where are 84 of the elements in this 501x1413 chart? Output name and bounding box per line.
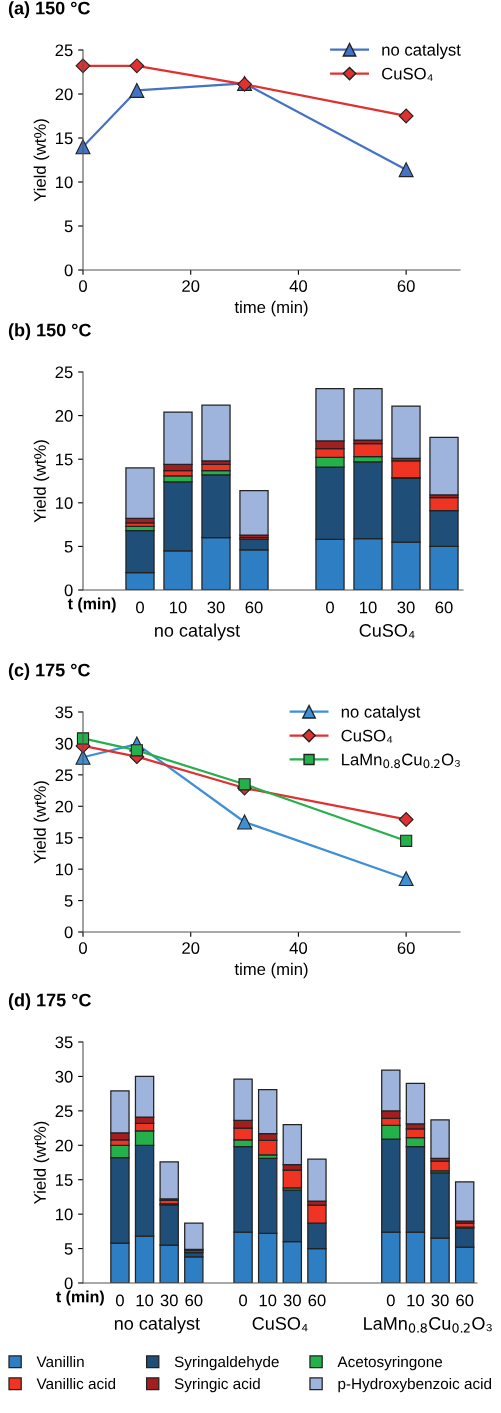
y-tick-label: 20: [55, 410, 73, 422]
y-tick-label: 25: [55, 1105, 73, 1118]
y-tick-label: 0: [64, 1277, 73, 1290]
legend-label: Syringaldehyde: [174, 1355, 279, 1371]
x-tick-label: 30: [397, 601, 415, 614]
y-tick-label: 15: [56, 453, 73, 466]
y-tick-label: 5: [64, 895, 73, 907]
y-tick-label: 35: [55, 706, 73, 719]
legend-label: Syringic acid: [174, 1377, 260, 1393]
y-tick-label: 5: [64, 540, 73, 553]
y-tick-label: 20: [55, 88, 73, 101]
text: no catalyst: [155, 623, 241, 641]
y-axis-title: Yield (wt%): [33, 119, 50, 202]
x-tick-label: 30: [207, 601, 225, 614]
legend-label: Vanillic acid: [36, 1377, 116, 1390]
legend-label: Vanillin: [36, 1355, 84, 1368]
x-tick-label: 0: [136, 601, 144, 614]
x-axis-title: time (min): [234, 300, 308, 317]
x-tick-label: 10: [170, 601, 187, 614]
legend-label: LaMn$_{0.8}$Cu$_{0.2}$O₃: [342, 753, 460, 769]
y-tick-label: 15: [56, 832, 73, 844]
x-tick-label: 20: [182, 280, 200, 292]
y-tick-label: 0: [64, 264, 73, 277]
x-tick-label: 60: [397, 942, 415, 954]
y-axis-title: Yield (wt%): [33, 781, 50, 864]
y-tick-label: 30: [55, 737, 73, 750]
text: t (min): [67, 597, 116, 613]
text: CuSO₄: [359, 624, 415, 639]
x-axis-title: time (min): [234, 962, 308, 979]
y-tick-label: 0: [64, 926, 73, 939]
legend-label: no catalyst: [382, 43, 461, 59]
text: no catalyst: [114, 1316, 200, 1334]
chart-title: (a) 150 °C: [8, 1, 90, 18]
x-tick-label: 60: [435, 601, 453, 614]
x-tick-label: 10: [136, 1294, 154, 1307]
x-tick-label: 40: [289, 280, 308, 292]
legend-label: no catalyst: [341, 705, 421, 721]
legend-label: CuSO₄: [382, 67, 433, 81]
chart-title: (d) 175 °C: [8, 993, 91, 1010]
y-axis-title: Yield (wt%): [33, 1121, 50, 1204]
y-axis-title: Yield (wt%): [33, 440, 50, 523]
y-tick-label: 10: [56, 176, 73, 189]
x-tick-label: 0: [326, 601, 334, 614]
y-tick-label: 20: [55, 1139, 73, 1152]
legend-label: Acetosyringone: [337, 1355, 443, 1371]
y-tick-label: 0: [64, 584, 73, 597]
x-tick-label: 60: [185, 1294, 203, 1307]
y-tick-label: 5: [64, 220, 73, 233]
x-tick-label: 60: [308, 1294, 326, 1307]
x-tick-label: 0: [115, 1294, 124, 1307]
legend-label: p-Hydroxybenzoic acid: [338, 1377, 492, 1393]
y-tick-label: 10: [56, 1208, 73, 1221]
y-tick-label: 25: [55, 769, 73, 782]
y-tick-label: 10: [56, 863, 73, 876]
legend-label: CuSO₄: [341, 729, 393, 743]
x-tick-label: 30: [431, 1294, 449, 1307]
x-tick-label: 60: [245, 601, 263, 614]
x-tick-label: 0: [239, 1294, 248, 1307]
chart-title: (c) 175 °C: [8, 663, 90, 680]
x-tick-label: 60: [397, 280, 415, 292]
y-tick-label: 10: [56, 497, 73, 509]
x-tick-label: 30: [160, 1294, 178, 1307]
x-tick-label: 10: [360, 601, 377, 614]
x-tick-label: 40: [289, 942, 308, 954]
x-tick-label: 30: [283, 1294, 301, 1307]
x-tick-label: 60: [456, 1294, 474, 1307]
y-tick-label: 30: [55, 1070, 73, 1083]
text: CuSO₄: [252, 1317, 308, 1332]
y-tick-label: 15: [56, 132, 73, 145]
x-tick-label: 20: [182, 942, 200, 954]
text: LaMn$_{0.8}$Cu$_{0.2}$O₃: [364, 1317, 492, 1333]
x-tick-label: 10: [259, 1294, 277, 1307]
y-tick-label: 15: [56, 1174, 73, 1186]
text: t (min): [56, 1290, 104, 1306]
chart-title: (b) 150 °C: [8, 323, 91, 340]
y-tick-label: 25: [55, 366, 73, 379]
y-tick-label: 25: [55, 44, 73, 57]
x-tick-label: 10: [407, 1294, 425, 1307]
y-tick-label: 35: [55, 1036, 73, 1049]
x-tick-label: 0: [386, 1294, 395, 1307]
x-tick-label: 0: [79, 942, 87, 954]
y-tick-label: 20: [55, 800, 73, 813]
x-tick-label: 0: [79, 280, 87, 292]
y-tick-label: 5: [64, 1243, 73, 1255]
